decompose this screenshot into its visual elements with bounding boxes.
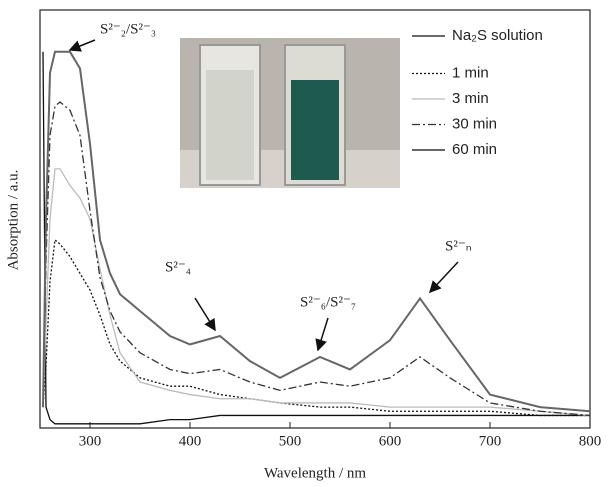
- x-tick-label: 300: [79, 433, 102, 449]
- series-line: [42, 101, 591, 417]
- annotation: S²⁻₆/S²⁻₇: [300, 294, 356, 310]
- annotation: S²⁻₂/S²⁻₃: [100, 21, 156, 37]
- series-line: [42, 168, 591, 417]
- annotation: S²⁻₄: [165, 259, 191, 275]
- annotation-arrow: [428, 261, 459, 294]
- x-tick-label: 800: [579, 433, 602, 449]
- x-tick-label: 400: [179, 433, 202, 449]
- annotation-arrow: [194, 297, 216, 332]
- annotation-arrow: [68, 39, 96, 52]
- y-axis-label: Absorption / a.u.: [5, 170, 21, 271]
- x-tick-label: 500: [279, 433, 302, 449]
- x-axis-label: Wavelength / nm: [264, 465, 366, 481]
- series-line: [42, 238, 590, 417]
- legend-label: 1 min: [452, 64, 489, 81]
- series-line: [42, 51, 590, 425]
- annotation-arrow: [315, 317, 329, 352]
- annotation: S²⁻ₙ: [445, 238, 472, 254]
- legend-label: 30 min: [452, 115, 497, 132]
- series-line: [42, 50, 591, 413]
- plot-frame: [39, 9, 591, 429]
- inset-photo: [180, 38, 400, 188]
- legend-label: Na₂S solution: [452, 27, 543, 44]
- x-tick-label: 700: [479, 433, 502, 449]
- legend-label: 3 min: [452, 90, 489, 107]
- x-tick-label: 600: [379, 433, 402, 449]
- legend-label: 60 min: [452, 141, 497, 158]
